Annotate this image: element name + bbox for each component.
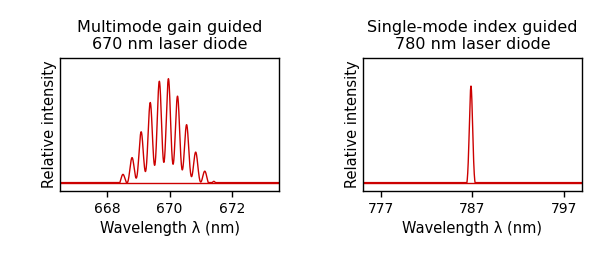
Y-axis label: Relative intensity: Relative intensity — [42, 61, 57, 188]
Title: Multimode gain guided
670 nm laser diode: Multimode gain guided 670 nm laser diode — [77, 20, 262, 52]
X-axis label: Wavelength λ (nm): Wavelength λ (nm) — [100, 221, 239, 236]
Title: Single-mode index guided
780 nm laser diode: Single-mode index guided 780 nm laser di… — [367, 20, 578, 52]
X-axis label: Wavelength λ (nm): Wavelength λ (nm) — [403, 221, 542, 236]
Y-axis label: Relative intensity: Relative intensity — [345, 61, 360, 188]
